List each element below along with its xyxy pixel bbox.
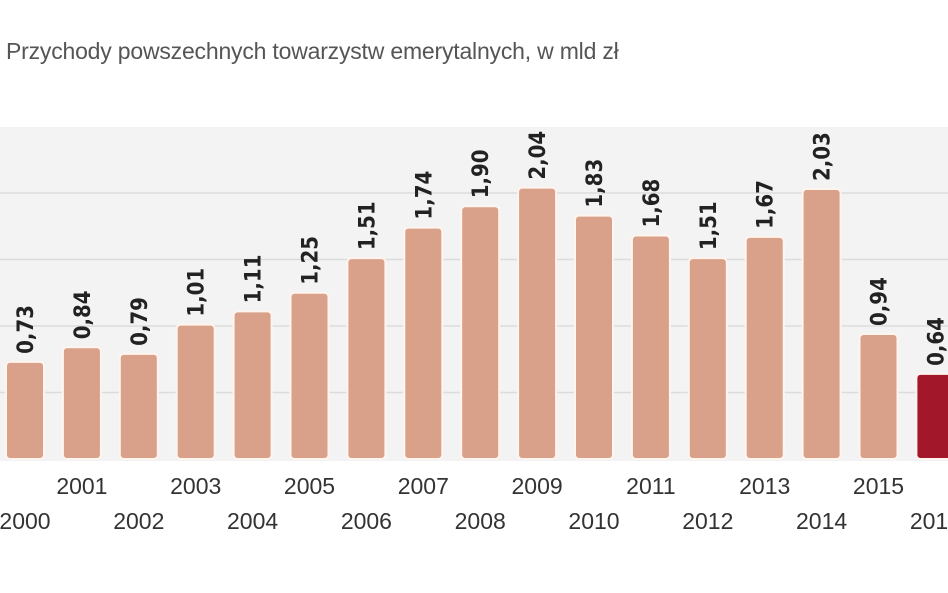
data-label: 0,94 [868,277,893,326]
x-tick-label: 2015 [853,473,904,499]
bar [915,372,948,460]
data-label: 2,04 [526,131,551,180]
x-tick-label: 2003 [170,473,221,499]
data-label: 1,51 [355,201,380,250]
bar [744,235,785,460]
x-tick-label: 2006 [341,508,392,534]
data-label: 0,64 [924,317,948,366]
data-label: 1,74 [412,171,437,220]
chart-title: Przychody powszechnych towarzystw emeryt… [6,38,619,64]
data-label: 1,68 [640,179,665,228]
bar [403,226,444,460]
x-tick-label: 2000 [0,508,51,534]
data-label: 1,25 [299,236,324,285]
data-label: 1,83 [583,159,608,208]
bar [289,291,330,460]
x-tick-label: 2013 [739,473,790,499]
x-tick-label: 2004 [227,508,278,534]
x-tick-label: 2005 [284,473,335,499]
x-tick-label: 2001 [56,473,107,499]
bar [687,257,728,461]
data-label: 0,79 [128,297,153,346]
bar [61,346,102,460]
data-label: 1,90 [469,149,494,198]
x-tick-label: 2007 [398,473,449,499]
x-tick-label: 2002 [113,508,164,534]
data-label: 1,01 [185,268,210,317]
bar [460,205,501,460]
x-tick-label: 2016 [910,508,948,534]
bar [5,360,45,460]
x-tick-label: 2008 [455,508,506,534]
data-label: 1,11 [242,255,267,304]
bar [232,310,273,460]
data-label: 2,03 [811,132,836,181]
x-tick-label: 2010 [568,508,619,534]
data-label: 1,51 [697,201,722,250]
bar [517,186,558,460]
data-label: 0,84 [71,290,96,339]
x-tick-label: 2011 [626,473,675,499]
bar [175,323,216,461]
x-tick-label: 2012 [682,508,733,534]
bar [858,332,899,461]
x-tick-label: 2014 [796,508,847,534]
bar [118,352,159,460]
bar [574,214,614,460]
data-label: 1,67 [754,180,779,229]
bar [346,257,387,461]
bar [801,188,842,460]
data-label: 0,73 [14,305,39,354]
bar [630,234,671,460]
x-tick-label: 2009 [512,473,563,499]
